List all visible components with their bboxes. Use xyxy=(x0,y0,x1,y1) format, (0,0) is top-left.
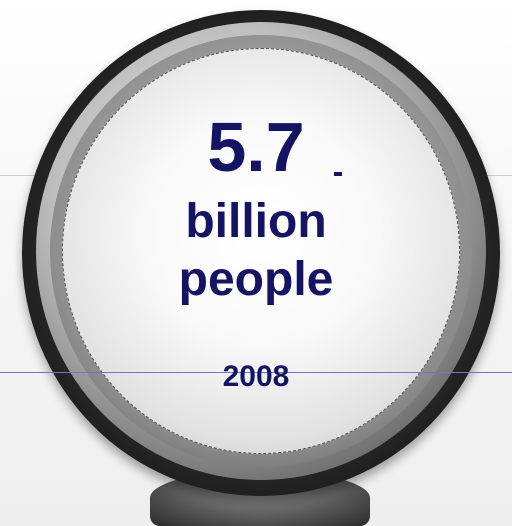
decorative-mark xyxy=(334,172,342,176)
population-unit-line2: people xyxy=(178,253,334,306)
dial-face xyxy=(62,48,460,454)
year-label: 2008 xyxy=(222,360,290,393)
population-unit-line1: billion xyxy=(185,195,327,248)
horizontal-guide-line-2 xyxy=(0,372,512,373)
population-value: 5.7 xyxy=(207,108,305,186)
